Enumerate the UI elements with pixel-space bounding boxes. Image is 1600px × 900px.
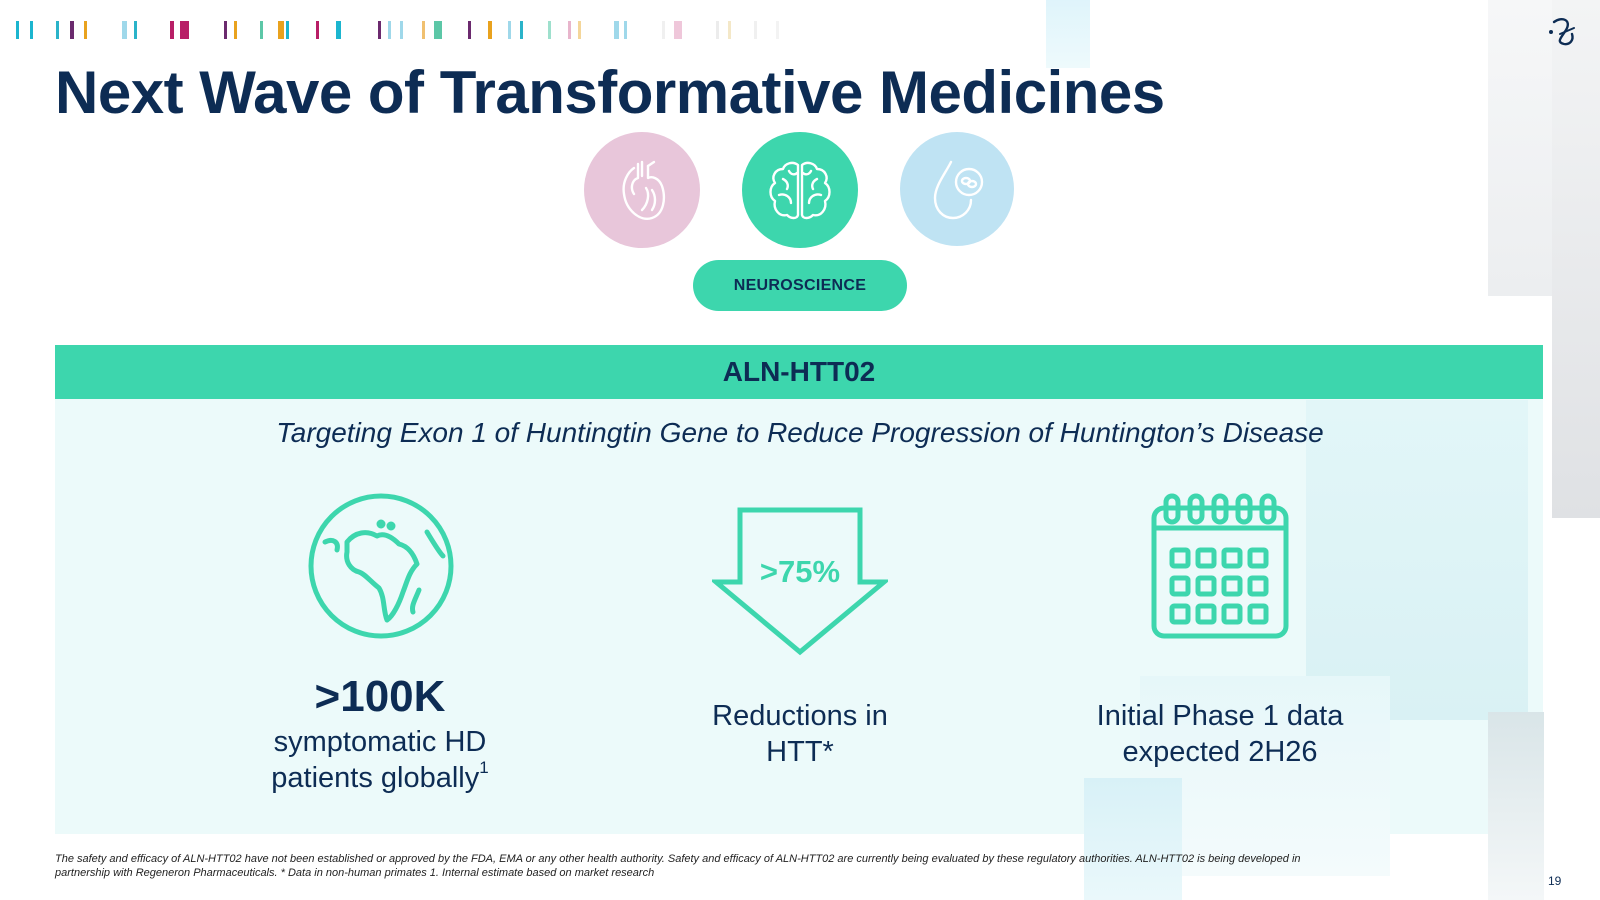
slide-title: Next Wave of Transformative Medicines	[55, 59, 1165, 126]
decorative-stripe-pattern	[16, 21, 816, 39]
globe-icon	[308, 493, 454, 639]
stat-line: HTT*	[766, 736, 834, 768]
disclaimer-footnote: The safety and efficacy of ALN-HTT02 hav…	[55, 852, 1455, 880]
brain-icon	[769, 161, 831, 220]
stat-line: patients globally1	[180, 758, 580, 796]
company-logo-icon	[1549, 18, 1575, 46]
reduction-percentage-label: >75%	[759, 554, 841, 589]
stat-line: Reductions in	[712, 700, 888, 732]
stat-line: Initial Phase 1 data	[1096, 700, 1344, 732]
program-tagline: Targeting Exon 1 of Huntingtin Gene to R…	[276, 417, 1324, 448]
program-name-banner: ALN-HTT02	[55, 345, 1543, 399]
footnote-line: partnership with Regeneron Pharmaceutica…	[55, 867, 655, 879]
background-block	[1046, 0, 1090, 68]
htt-reduction-description: Reductions in HTT*	[600, 698, 1000, 770]
page-number: 19	[1548, 874, 1562, 888]
patient-count-description: symptomatic HD patients globally1	[180, 724, 580, 796]
background-block	[1084, 778, 1182, 900]
heart-area-badge	[584, 132, 700, 248]
background-block	[1552, 0, 1600, 518]
patient-count-headline: >100K	[314, 672, 446, 721]
stat-line-text: patients globally	[271, 762, 480, 794]
down-arrow-icon	[712, 507, 888, 656]
footnote-line: The safety and efficacy of ALN-HTT02 hav…	[55, 853, 1301, 865]
blood-drop-icon	[933, 160, 984, 220]
blood-drop-area-badge	[900, 132, 1014, 246]
phase1-timing-description: Initial Phase 1 data expected 2H26	[1020, 698, 1420, 770]
brain-area-badge[interactable]	[742, 132, 858, 248]
calendar-icon	[1151, 493, 1289, 639]
stat-line: expected 2H26	[1122, 736, 1318, 768]
footnote-marker: 1	[479, 758, 489, 778]
neuroscience-label-pill[interactable]: NEUROSCIENCE	[693, 260, 907, 311]
background-block	[1488, 712, 1544, 900]
heart-icon	[622, 160, 666, 220]
stat-line: symptomatic HD	[273, 726, 487, 758]
background-block	[1306, 400, 1528, 720]
